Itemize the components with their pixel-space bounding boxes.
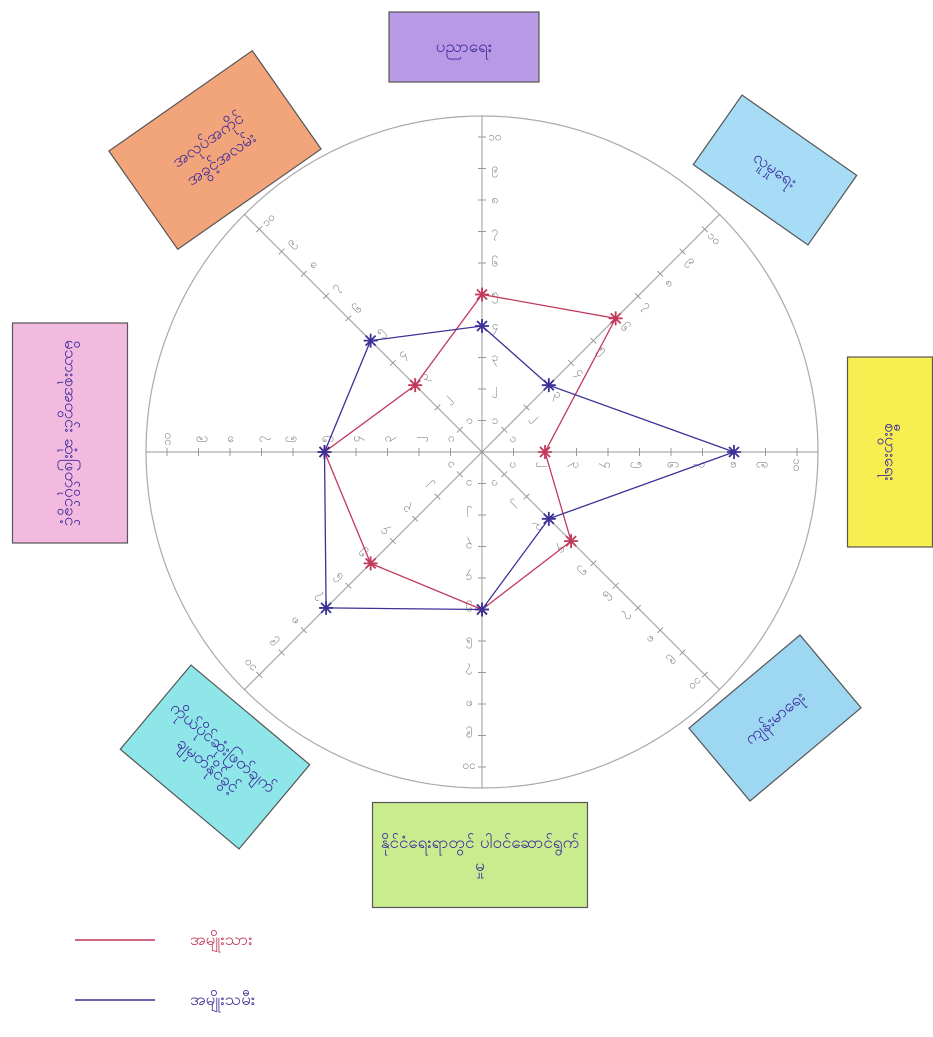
- category-box: စီးပွားရေး: [848, 357, 933, 547]
- tick-label: ၆: [665, 462, 680, 469]
- tick-label: ၁၀: [791, 458, 805, 472]
- category-box: မိသားစုအတွင်း ဆုံးဖြတ်ပိုင်ခွင့်: [13, 323, 128, 543]
- box-label-holder: မိသားစုအတွင်း ဆုံးဖြတ်ပိုင်ခွင့်: [13, 323, 128, 543]
- tick-label: ၈: [466, 698, 473, 712]
- point-marker: [475, 319, 489, 333]
- tick-label: ၁၀: [462, 761, 476, 775]
- point-marker: [727, 445, 741, 459]
- point-marker: [475, 288, 489, 302]
- box-label-holder: နိုင်ငံရေးရာတွင် ပါဝင်ဆောင်ရွက်မှု: [373, 803, 588, 908]
- point-marker: [318, 445, 332, 459]
- point-marker: [364, 556, 378, 570]
- category-label: နိုင်ငံရေးရာတွင် ပါဝင်ဆောင်ရွက်မှု: [373, 803, 588, 908]
- category-label: မိသားစုအတွင်း ဆုံးဖြတ်ပိုင်ခွင့်: [13, 323, 128, 543]
- point-marker: [609, 311, 623, 325]
- legend-label: အမျိုးသား: [190, 930, 253, 953]
- tick-label: ၁: [492, 413, 499, 427]
- point-marker: [542, 378, 556, 392]
- tick-label: ၆: [285, 436, 300, 443]
- box-label-holder: ပညာရေး: [389, 12, 539, 82]
- tick-label: ၈: [223, 436, 237, 443]
- tick-label: ၈: [492, 193, 499, 207]
- chart: ၁၂၃၄၅၆၇၈၉၁၀၁၂၃၄၅၆၇၈၉၁၀၁၂၃၄၅၆၇၈၉၁၀၁၂၃၄၅၆၇…: [0, 0, 933, 1037]
- tick-label: ၁: [466, 477, 473, 491]
- category-label: စီးပွားရေး: [848, 357, 933, 547]
- box-label-holder: စီးပွားရေး: [848, 357, 933, 547]
- point-marker: [538, 445, 552, 459]
- tick-label: ၁: [507, 462, 521, 469]
- point-marker: [319, 601, 333, 615]
- tick-label: ၆: [492, 255, 499, 270]
- category-box: ပညာရေး: [389, 12, 539, 82]
- legend-label: အမျိုးသမီး: [190, 990, 255, 1013]
- point-marker: [408, 378, 422, 392]
- tick-label: ၆: [466, 635, 473, 650]
- tick-label: ၁: [443, 436, 457, 443]
- point-marker: [564, 534, 578, 548]
- point-marker: [542, 512, 556, 526]
- category-box: နိုင်ငံရေးရာတွင် ပါဝင်ဆောင်ရွက်မှု: [373, 803, 588, 908]
- tick-label: ၁၀: [488, 130, 502, 144]
- tick-label: ၈: [728, 462, 742, 469]
- category-label: ပညာရေး: [389, 12, 539, 82]
- point-marker: [364, 334, 378, 348]
- point-marker: [475, 603, 489, 617]
- tick-label: ၁၀: [160, 432, 174, 446]
